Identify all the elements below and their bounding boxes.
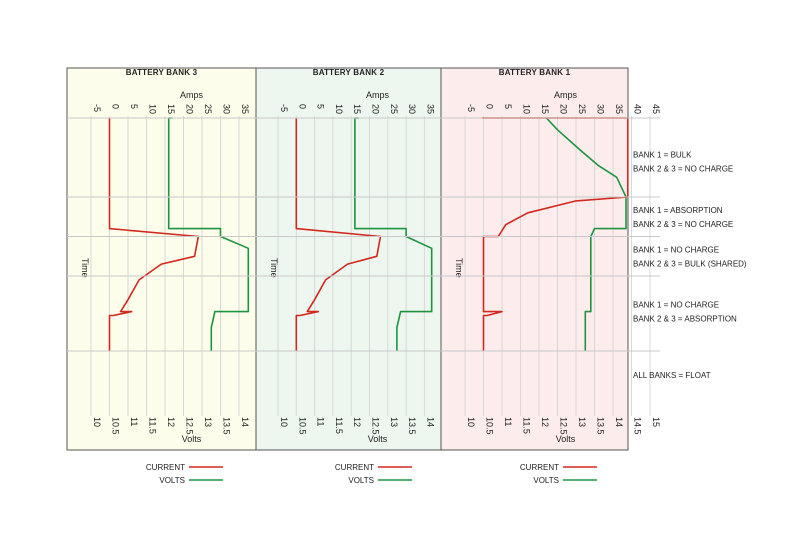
amps-tick-label: -5 bbox=[279, 104, 289, 112]
volts-tick-label: 13 bbox=[389, 417, 399, 427]
volts-axis-title: Volts bbox=[368, 434, 388, 444]
amps-tick-label: 35 bbox=[425, 104, 435, 114]
current-series-line bbox=[295, 118, 382, 352]
amps-tick-label: 25 bbox=[389, 104, 399, 114]
current-series-line bbox=[108, 118, 200, 352]
amps-tick-label: 35 bbox=[614, 104, 624, 114]
amps-tick-label: 35 bbox=[240, 104, 250, 114]
volts-tick-label: 11 bbox=[129, 417, 139, 426]
amps-tick-label: 20 bbox=[185, 104, 195, 114]
volts-tick-label: 14 bbox=[425, 417, 435, 427]
volts-tick-label: 13.5 bbox=[596, 417, 606, 435]
amps-tick-label: 40 bbox=[633, 104, 643, 114]
amps-tick-label: 30 bbox=[222, 104, 232, 114]
panel-background bbox=[440, 67, 629, 451]
amps-tick-label: -5 bbox=[466, 104, 476, 112]
volts-axis-title: Volts bbox=[556, 434, 576, 444]
panel-battery-bank-2: BATTERY BANK 2AmpsVolts-5051015202530354… bbox=[255, 67, 472, 485]
volts-tick-label: 12 bbox=[352, 417, 362, 427]
volts-tick-label: 13 bbox=[203, 417, 213, 427]
amps-tick-label: 20 bbox=[371, 104, 381, 114]
amps-tick-label: 5 bbox=[129, 104, 139, 109]
amps-tick-label: 15 bbox=[352, 104, 362, 114]
volts-tick-label: 10.5 bbox=[297, 417, 307, 435]
volts-tick-label: 10 bbox=[466, 417, 476, 427]
amps-tick-label: 30 bbox=[596, 104, 606, 114]
time-axis-label: Time bbox=[269, 258, 279, 278]
volts-tick-label: 11.5 bbox=[148, 417, 158, 434]
amps-tick-label: 10 bbox=[334, 104, 344, 114]
legend-current-label: CURRENT bbox=[335, 463, 374, 472]
current-series-line bbox=[481, 117, 629, 352]
volts-tick-label: 12 bbox=[166, 417, 176, 427]
volts-tick-label: 11 bbox=[316, 417, 326, 426]
volts-tick-label: 12 bbox=[540, 417, 550, 427]
amps-tick-label: 10 bbox=[522, 104, 532, 114]
volts-tick-label: 10 bbox=[92, 417, 102, 427]
volts-axis-title: Volts bbox=[182, 434, 202, 444]
volts-tick-label: 12.5 bbox=[371, 417, 381, 435]
volts-tick-label: 12.5 bbox=[185, 417, 195, 435]
amps-tick-label: 5 bbox=[503, 104, 513, 109]
volts-tick-label: 13.5 bbox=[222, 417, 232, 435]
amps-axis-title: Amps bbox=[554, 90, 578, 100]
legend-current-label: CURRENT bbox=[146, 463, 185, 472]
amps-tick-label: 0 bbox=[485, 104, 495, 109]
amps-tick-label: 25 bbox=[577, 104, 587, 114]
phase-label-line: BANK 1 = NO CHARGE bbox=[633, 245, 719, 254]
amps-tick-label: -5 bbox=[92, 104, 102, 112]
volts-tick-label: 11.5 bbox=[522, 417, 532, 434]
volts-tick-label: 12.5 bbox=[559, 417, 569, 435]
volts-tick-label: 10 bbox=[279, 417, 289, 427]
phase-label-line: BANK 1 = NO CHARGE bbox=[633, 301, 719, 310]
amps-tick-label: 20 bbox=[559, 104, 569, 114]
phase-label-line: ALL BANKS = FLOAT bbox=[633, 371, 711, 380]
amps-tick-label: 45 bbox=[651, 104, 661, 114]
phase-label-line: BANK 2 & 3 = ABSORPTION bbox=[633, 315, 737, 324]
amps-tick-label: 15 bbox=[540, 104, 550, 114]
panel-title: BATTERY BANK 3 bbox=[126, 68, 198, 77]
volts-tick-label: 10.5 bbox=[485, 417, 495, 435]
time-axis-label: Time bbox=[454, 258, 464, 278]
volts-tick-label: 14 bbox=[614, 417, 624, 427]
phase-label-line: BANK 2 & 3 = NO CHARGE bbox=[633, 164, 733, 173]
amps-tick-label: 0 bbox=[111, 104, 121, 109]
panel-battery-bank-3: BATTERY BANK 3AmpsVolts-5051015202530354… bbox=[66, 67, 287, 485]
amps-axis-title: Amps bbox=[366, 90, 390, 100]
legend-current-label: CURRENT bbox=[520, 463, 559, 472]
volts-tick-label: 11.5 bbox=[334, 417, 344, 434]
volts-tick-label: 13.5 bbox=[407, 417, 417, 435]
panel-battery-bank-1: BATTERY BANK 1 Amps Volts -5 0 5 10 15 20 25 30 35 4… bbox=[440, 67, 661, 485]
phase-label-line: BANK 2 & 3 = NO CHARGE bbox=[633, 220, 733, 229]
phase-label-line: BANK 1 = ABSORPTION bbox=[633, 206, 723, 215]
panel-title: BATTERY BANK 1 bbox=[499, 68, 571, 77]
amps-tick-label: 15 bbox=[166, 104, 176, 114]
amps-tick-label: 25 bbox=[203, 104, 213, 114]
amps-axis-title: Amps bbox=[180, 90, 204, 100]
amps-tick-label: 30 bbox=[407, 104, 417, 114]
phase-label-line: BANK 1 = BULK bbox=[633, 150, 692, 159]
volts-tick-label: 14.5 bbox=[633, 417, 643, 435]
amps-tick-label: 0 bbox=[297, 104, 307, 109]
volts-tick-label: 13 bbox=[577, 417, 587, 427]
legend-volts-label: VOLTS bbox=[533, 476, 559, 485]
volts-tick-label: 15 bbox=[651, 417, 661, 427]
panel-title: BATTERY BANK 2 bbox=[313, 68, 385, 77]
panel-background bbox=[255, 67, 442, 451]
amps-tick-label: 5 bbox=[316, 104, 326, 109]
volts-tick-label: 14 bbox=[240, 417, 250, 427]
volts-series-line bbox=[545, 117, 627, 352]
volts-series-line bbox=[354, 117, 433, 352]
time-axis-label: Time bbox=[80, 258, 90, 278]
volts-tick-label: 11 bbox=[503, 417, 513, 426]
legend-volts-label: VOLTS bbox=[159, 476, 185, 485]
volts-series-line bbox=[167, 117, 250, 352]
panel-background bbox=[66, 67, 257, 451]
legend-volts-label: VOLTS bbox=[348, 476, 374, 485]
volts-tick-label: 10.5 bbox=[111, 417, 121, 435]
amps-tick-label: 10 bbox=[148, 104, 158, 114]
phase-label-line: BANK 2 & 3 = BULK (SHARED) bbox=[633, 259, 747, 268]
